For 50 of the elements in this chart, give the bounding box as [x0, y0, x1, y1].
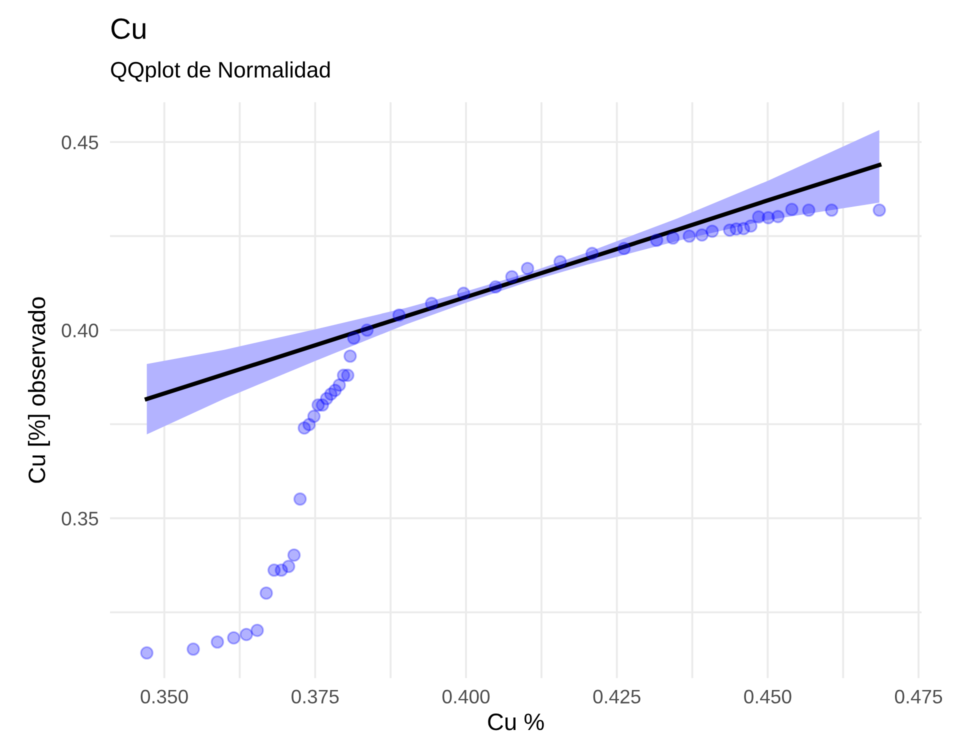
point [227, 631, 240, 645]
point [344, 349, 357, 363]
point [287, 548, 301, 562]
point [360, 324, 374, 337]
line-series [144, 162, 882, 402]
point [585, 246, 599, 260]
y-tick-label: 0.35 [62, 512, 98, 526]
chart-title: Cu [111, 18, 146, 39]
x-tick-label: 0.375 [292, 690, 339, 704]
point [744, 219, 758, 233]
y-axis-title: Cu [%] observado [28, 297, 50, 483]
point [785, 202, 798, 216]
point [186, 642, 200, 656]
point [250, 624, 264, 637]
chart-subtitle: QQplot de Normalidad [111, 61, 330, 82]
point [293, 492, 307, 506]
point [210, 635, 224, 649]
point [666, 231, 680, 245]
x-tick-label: 0.400 [442, 690, 490, 704]
point [392, 308, 406, 322]
point [488, 280, 502, 294]
x-tick-label: 0.425 [593, 690, 640, 704]
point [456, 286, 470, 300]
point [307, 410, 321, 423]
y-tick-label: 0.40 [62, 324, 98, 338]
x-tick-label: 0.450 [744, 690, 792, 704]
point [240, 628, 254, 642]
point [341, 368, 354, 382]
point [347, 331, 360, 345]
point [650, 234, 664, 247]
x-tick-label: 0.475 [894, 690, 942, 704]
point [771, 210, 785, 224]
point [505, 270, 519, 284]
point [706, 224, 719, 238]
point [695, 228, 709, 242]
x-axis-title: Cu % [488, 714, 544, 730]
point [332, 378, 346, 392]
point [825, 204, 838, 217]
y-tick-label: 0.45 [62, 136, 98, 150]
point [617, 242, 631, 256]
x-tick-label: 0.350 [140, 690, 188, 704]
point [140, 646, 154, 660]
point [872, 204, 886, 217]
point [424, 296, 438, 310]
point [260, 586, 273, 600]
point [520, 262, 534, 276]
point [282, 560, 296, 574]
point [802, 204, 816, 217]
point [553, 255, 567, 268]
point [682, 229, 696, 243]
